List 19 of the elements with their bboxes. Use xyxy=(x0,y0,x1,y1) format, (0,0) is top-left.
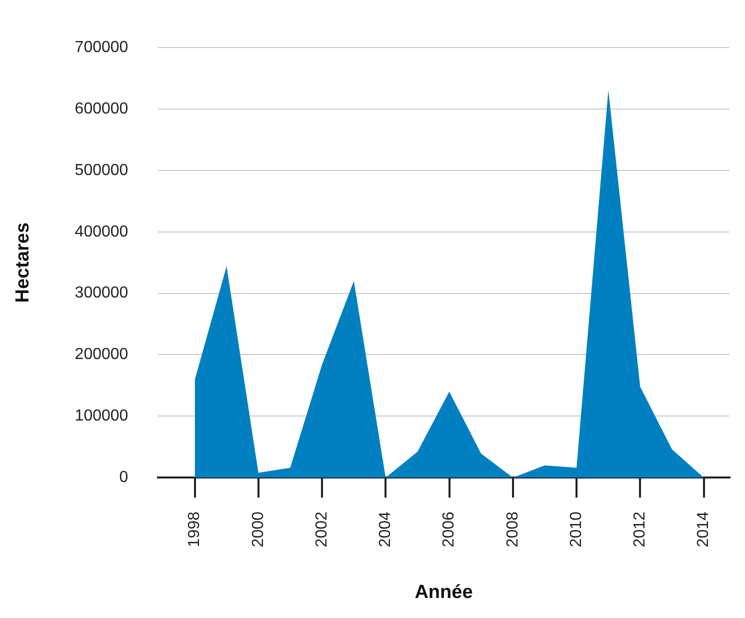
y-tick-label: 600000 xyxy=(74,100,128,118)
x-tick-label: 2004 xyxy=(377,512,394,548)
x-tick-label: 2000 xyxy=(250,512,267,548)
x-tick-label: 2008 xyxy=(504,512,522,548)
y-tick-label: 200000 xyxy=(74,346,128,364)
y-tick-label: 400000 xyxy=(74,223,128,240)
y-tick-label: 300000 xyxy=(74,284,128,302)
y-tick-label: 500000 xyxy=(74,162,128,179)
x-tick-label: 2006 xyxy=(440,512,458,548)
y-tick-label: 100000 xyxy=(74,408,128,425)
x-tick-label: 2010 xyxy=(568,512,585,548)
x-tick-label: 2002 xyxy=(313,512,330,548)
x-tick-label: 2012 xyxy=(632,512,649,548)
y-tick-label: 700000 xyxy=(74,39,128,56)
y-axis-title: Hectares xyxy=(12,222,34,303)
x-tick-label: 1998 xyxy=(186,512,204,548)
x-tick-label: 2014 xyxy=(695,512,712,548)
y-tick-label: 0 xyxy=(119,469,128,486)
x-axis-title: Année xyxy=(414,582,473,603)
